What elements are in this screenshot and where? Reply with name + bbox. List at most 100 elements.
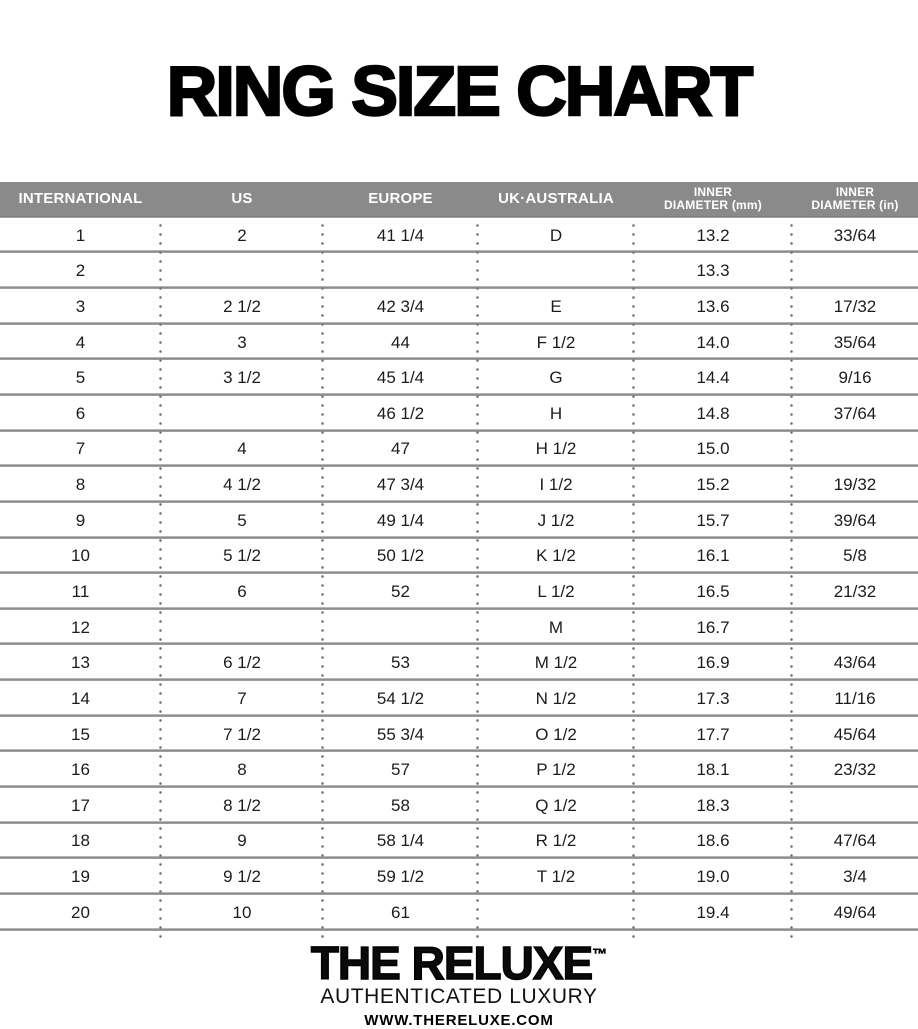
table-cell: 5 [237,510,247,530]
table-cell: 47/64 [833,831,877,851]
table-cell: 55 3/4 [376,724,425,744]
table-cell: 2 [75,261,86,281]
table-row: 1 2 41 1/4 D 13.2 33/64 [0,218,918,254]
table-cell: 50 1/2 [376,546,425,566]
table-cell: 9 1/2 [223,867,261,887]
table-cell: 4 [237,439,247,459]
table-cell: 14.4 [696,368,730,388]
table-cell: 23/32 [833,760,877,780]
table-cell: 9/16 [838,368,872,388]
table-cell: 18.6 [696,831,730,851]
table-cell: 19/32 [833,475,877,495]
table-row: 17 8 1/2 58 Q 1/2 18.3 [0,788,918,824]
table-cell: K 1/2 [536,546,576,566]
table-cell: 3/4 [843,867,867,887]
column-header-0: INTERNATIONAL [18,189,143,207]
table-cell: 41 1/4 [376,225,425,245]
table-row: 10 5 1/2 50 1/2 K 1/2 16.1 5/8 [0,539,918,575]
table-cell: 6 1/2 [223,653,261,673]
table-cell: 35/64 [833,332,877,352]
table-cell: 47 [391,439,410,459]
table-cell: 53 [391,653,410,673]
table-cell: 4 1/2 [223,475,261,495]
table-cell: 3 1/2 [223,368,261,388]
table-cell: 12 [71,617,90,637]
table-cell: 6 [75,403,86,423]
table-cell: 37/64 [833,403,877,423]
table-cell: 10 [232,902,252,922]
table-cell: 59 1/2 [376,867,425,887]
table-cell: 7 1/2 [223,724,261,744]
table-cell: 6 [237,582,247,601]
table-cell: M [548,617,564,637]
table-row: 2 13.3 [0,253,918,289]
table-cell: 17 [71,795,90,815]
table-cell: 19.0 [696,867,730,887]
table-cell: 39/64 [833,510,877,530]
table-header-row: INTERNATIONAL US EUROPE UK·AUSTRALIA INNER DI… [0,181,918,218]
table-cell: 13.6 [696,296,730,316]
table-cell: 61 [391,902,410,922]
table-body: 1 2 41 1/4 D 13.2 33/64 2 13.3 3 2 1/2 42 3/4 E 13.6… [0,217,918,938]
table-cell: 18.1 [696,760,730,780]
table-cell: 11 [71,582,90,601]
table-cell: F 1/2 [536,332,576,352]
table-row: 6 46 1/2 H 14.8 37/64 [0,396,918,432]
table-cell: H 1/2 [535,439,577,459]
table-cell: 8 1/2 [223,795,261,815]
table-cell: O 1/2 [535,724,577,744]
table-row: 18 9 58 1/4 R 1/2 18.6 47/64 [0,824,918,860]
brand-logo: THE RELUXE™ [0,933,918,986]
table-cell: 16.1 [696,546,730,566]
table-cell: R 1/2 [535,831,577,851]
table-cell: D [549,225,563,245]
table-cell: 13.2 [696,225,730,245]
brand-tagline: AUTHENTICATED LUXURY [320,984,598,1008]
table-cell: 3 [237,332,247,352]
column-header-5: INNER DIAMETER (in) [811,184,899,212]
table-cell: 9 [75,510,86,530]
table-cell: 21/32 [833,582,877,601]
table-cell: 45 1/4 [376,368,425,388]
table-cell: 17.3 [696,688,730,708]
table-cell: 2 1/2 [223,296,261,316]
table-cell: J 1/2 [537,510,575,530]
table-row: 5 3 1/2 45 1/4 G 14.4 9/16 [0,360,918,396]
table-cell: E [550,296,562,316]
table-cell: 58 1/4 [376,831,425,851]
table-cell: 54 1/2 [376,688,425,708]
table-cell: 58 [391,795,410,815]
table-cell: 19 [71,867,90,887]
table-cell: 15.0 [696,439,730,459]
trademark-symbol: ™ [592,945,608,963]
table-cell: 43/64 [833,653,877,673]
table-cell: 13.3 [696,261,730,281]
table-cell: 57 [391,760,410,780]
website-url: WWW.THERELUXE.COM [364,1011,554,1029]
table-row: 7 4 47 H 1/2 15.0 [0,432,918,468]
table-cell: 5/8 [843,546,867,566]
table-cell: 15.2 [696,475,730,495]
table-cell: 15 [71,724,90,744]
column-header-1: US [231,189,253,207]
table-cell: 17.7 [696,724,730,744]
table-cell: 3 [75,296,86,316]
table-cell: M 1/2 [534,653,578,673]
table-cell: 5 1/2 [223,546,261,566]
ring-size-table: INTERNATIONAL US EUROPE UK·AUSTRALIA INNER DI… [0,181,918,938]
table-row: 19 9 1/2 59 1/2 T 1/2 19.0 3/4 [0,859,918,895]
table-cell: 10 [71,546,90,566]
table-cell: 13 [71,653,90,673]
table-cell: 14.0 [696,332,730,352]
table-cell: N 1/2 [535,688,577,708]
column-header-3: UK·AUSTRALIA [498,189,614,207]
table-cell: 44 [391,332,410,352]
table-cell: G [549,368,563,388]
table-cell: 18.3 [696,795,730,815]
table-cell: 1 [75,225,86,245]
table-cell: P 1/2 [536,760,576,780]
table-cell: 20 [71,902,90,922]
table-row: 11 6 52 L 1/2 16.5 21/32 [0,574,918,610]
table-row: 20 10 61 19.4 49/64 [0,895,918,931]
table-cell: L 1/2 [537,582,575,601]
